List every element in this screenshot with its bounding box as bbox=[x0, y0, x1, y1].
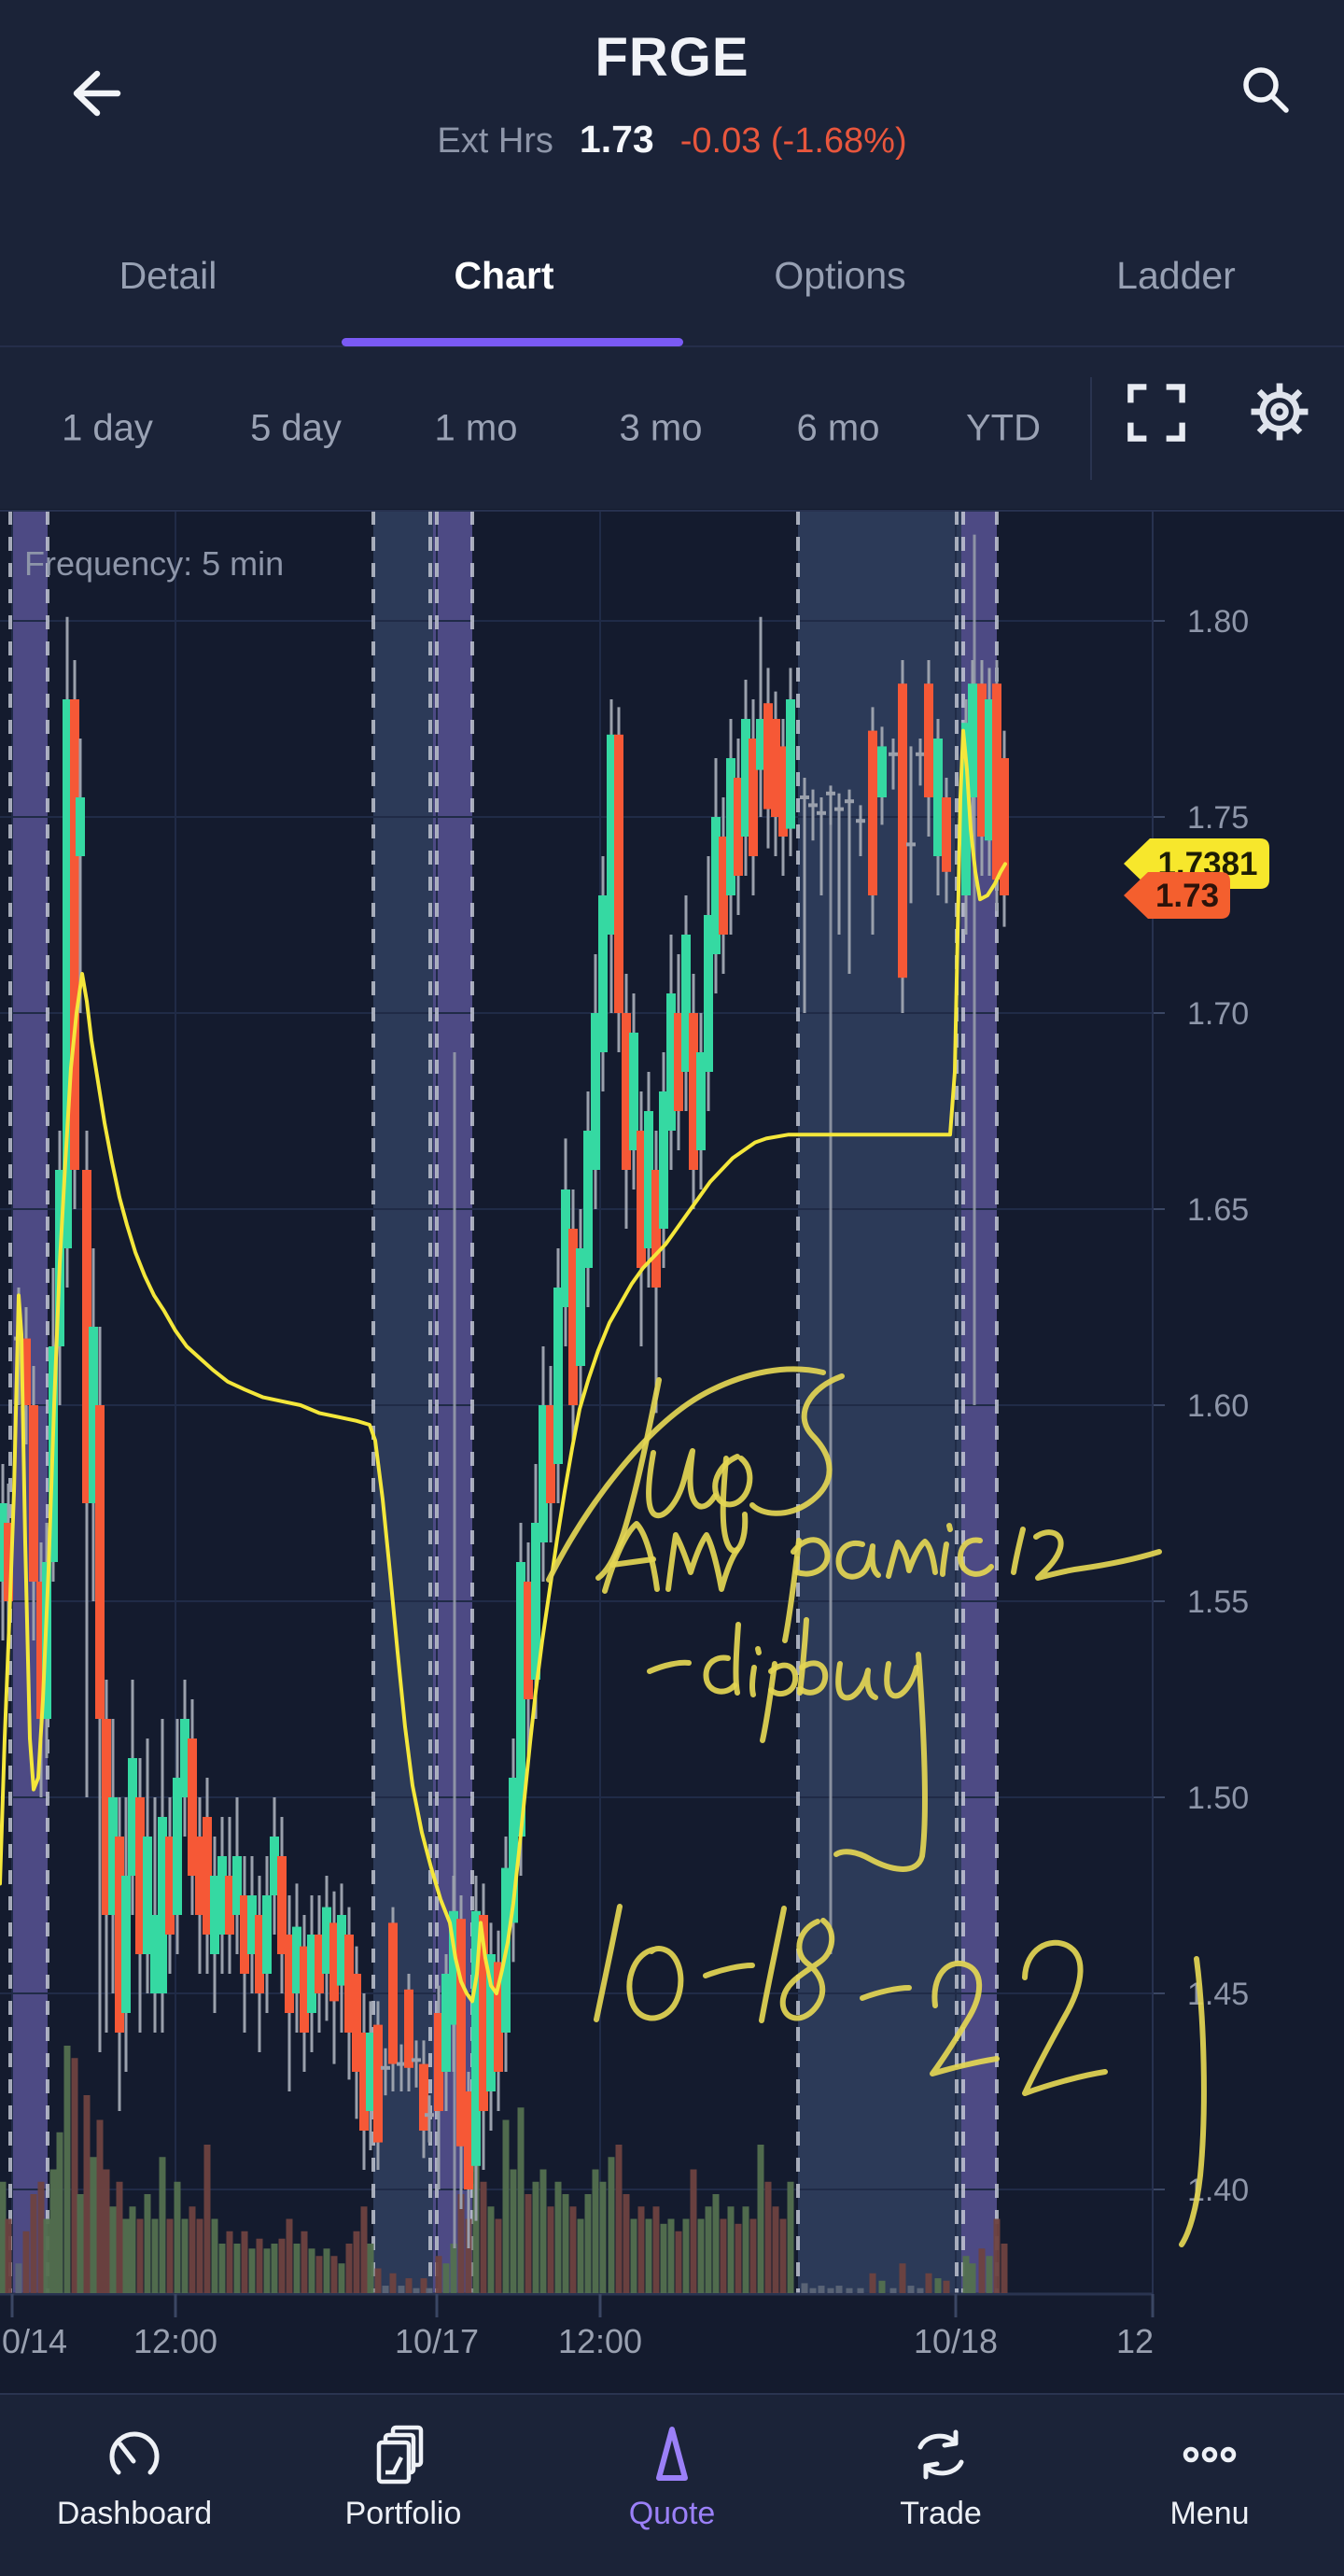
search-button[interactable] bbox=[1238, 62, 1294, 118]
range-1day[interactable]: 1 day bbox=[62, 407, 153, 448]
back-button[interactable] bbox=[62, 62, 125, 125]
nav-label: Portfolio bbox=[344, 2496, 462, 2531]
candlestick-chart-canvas[interactable]: 1.801.751.701.651.601.551.501.451.401.73… bbox=[0, 509, 1344, 2393]
range-1mo[interactable]: 1 mo bbox=[434, 407, 518, 448]
nav-label: Menu bbox=[1169, 2496, 1250, 2531]
svg-text:10/18: 10/18 bbox=[914, 2322, 998, 2360]
svg-text:1.60: 1.60 bbox=[1187, 1388, 1249, 1424]
range-ytd[interactable]: YTD bbox=[966, 407, 1041, 448]
symbol-title: FRGE bbox=[595, 27, 749, 88]
active-tab-indicator bbox=[342, 338, 683, 346]
gear-icon bbox=[1251, 383, 1309, 441]
gauge-icon bbox=[109, 2431, 160, 2475]
price-summary: Ext Hrs 1.73 -0.03 (-1.68%) bbox=[0, 118, 1344, 162]
swap-arrows-icon bbox=[917, 2429, 964, 2480]
svg-text:12:00: 12:00 bbox=[133, 2322, 217, 2360]
nav-label: Dashboard bbox=[56, 2496, 213, 2531]
bottom-nav: Dashboard Portfolio Quote bbox=[0, 2393, 1344, 2576]
tab-bar: Detail Chart Options Ladder bbox=[0, 187, 1344, 347]
settings-button[interactable] bbox=[1243, 375, 1316, 448]
nav-quote[interactable]: Quote bbox=[538, 2395, 806, 2576]
svg-text:10/17: 10/17 bbox=[395, 2322, 479, 2360]
last-price: 1.73 bbox=[579, 118, 654, 161]
nav-trade[interactable]: Trade bbox=[806, 2395, 1075, 2576]
tab-chart[interactable]: Chart bbox=[454, 253, 554, 297]
nav-label: Trade bbox=[900, 2496, 982, 2531]
range-bar: 1 day 5 day 1 mo 3 mo 6 mo YTD bbox=[0, 347, 1344, 509]
triangle-icon bbox=[656, 2427, 688, 2481]
svg-text:0/14: 0/14 bbox=[2, 2322, 67, 2360]
svg-text:12: 12 bbox=[1116, 2322, 1154, 2360]
price-chart[interactable]: 1.80 1.75 1.70 1.65 1.60 1.55 1.50 1.45 1.40 1.73… bbox=[0, 509, 1344, 2393]
range-6mo[interactable]: 6 mo bbox=[796, 407, 880, 448]
ellipsis-icon bbox=[1183, 2446, 1237, 2463]
fullscreen-icon bbox=[1127, 384, 1185, 442]
back-arrow-icon bbox=[73, 70, 121, 117]
header: FRGE Ext Hrs 1.73 -0.03 (-1.68%) bbox=[0, 0, 1344, 187]
svg-text:1.70: 1.70 bbox=[1187, 996, 1249, 1032]
session-label: Ext Hrs bbox=[437, 121, 553, 161]
svg-text:1.75: 1.75 bbox=[1187, 800, 1249, 836]
fullscreen-button[interactable] bbox=[1125, 381, 1188, 444]
pages-icon bbox=[376, 2425, 424, 2485]
tab-detail[interactable]: Detail bbox=[119, 253, 217, 297]
svg-text:1.73: 1.73 bbox=[1155, 878, 1219, 914]
nav-portfolio[interactable]: Portfolio bbox=[269, 2395, 538, 2576]
search-icon bbox=[1243, 67, 1289, 113]
svg-text:1.80: 1.80 bbox=[1187, 604, 1249, 640]
tab-ladder[interactable]: Ladder bbox=[1116, 253, 1236, 297]
nav-label: Quote bbox=[628, 2496, 716, 2531]
range-5day[interactable]: 5 day bbox=[250, 407, 342, 448]
tab-options[interactable]: Options bbox=[774, 253, 906, 297]
svg-text:1.55: 1.55 bbox=[1187, 1584, 1249, 1620]
price-change: -0.03 (-1.68%) bbox=[679, 121, 907, 161]
nav-menu[interactable]: Menu bbox=[1075, 2395, 1344, 2576]
nav-dashboard[interactable]: Dashboard bbox=[0, 2395, 269, 2576]
svg-text:12:00: 12:00 bbox=[558, 2322, 642, 2360]
svg-text:1.65: 1.65 bbox=[1187, 1192, 1249, 1228]
svg-text:Frequency: 5 min: Frequency: 5 min bbox=[24, 544, 284, 583]
range-3mo[interactable]: 3 mo bbox=[619, 407, 703, 448]
divider bbox=[1090, 377, 1092, 480]
svg-text:1.50: 1.50 bbox=[1187, 1781, 1249, 1816]
